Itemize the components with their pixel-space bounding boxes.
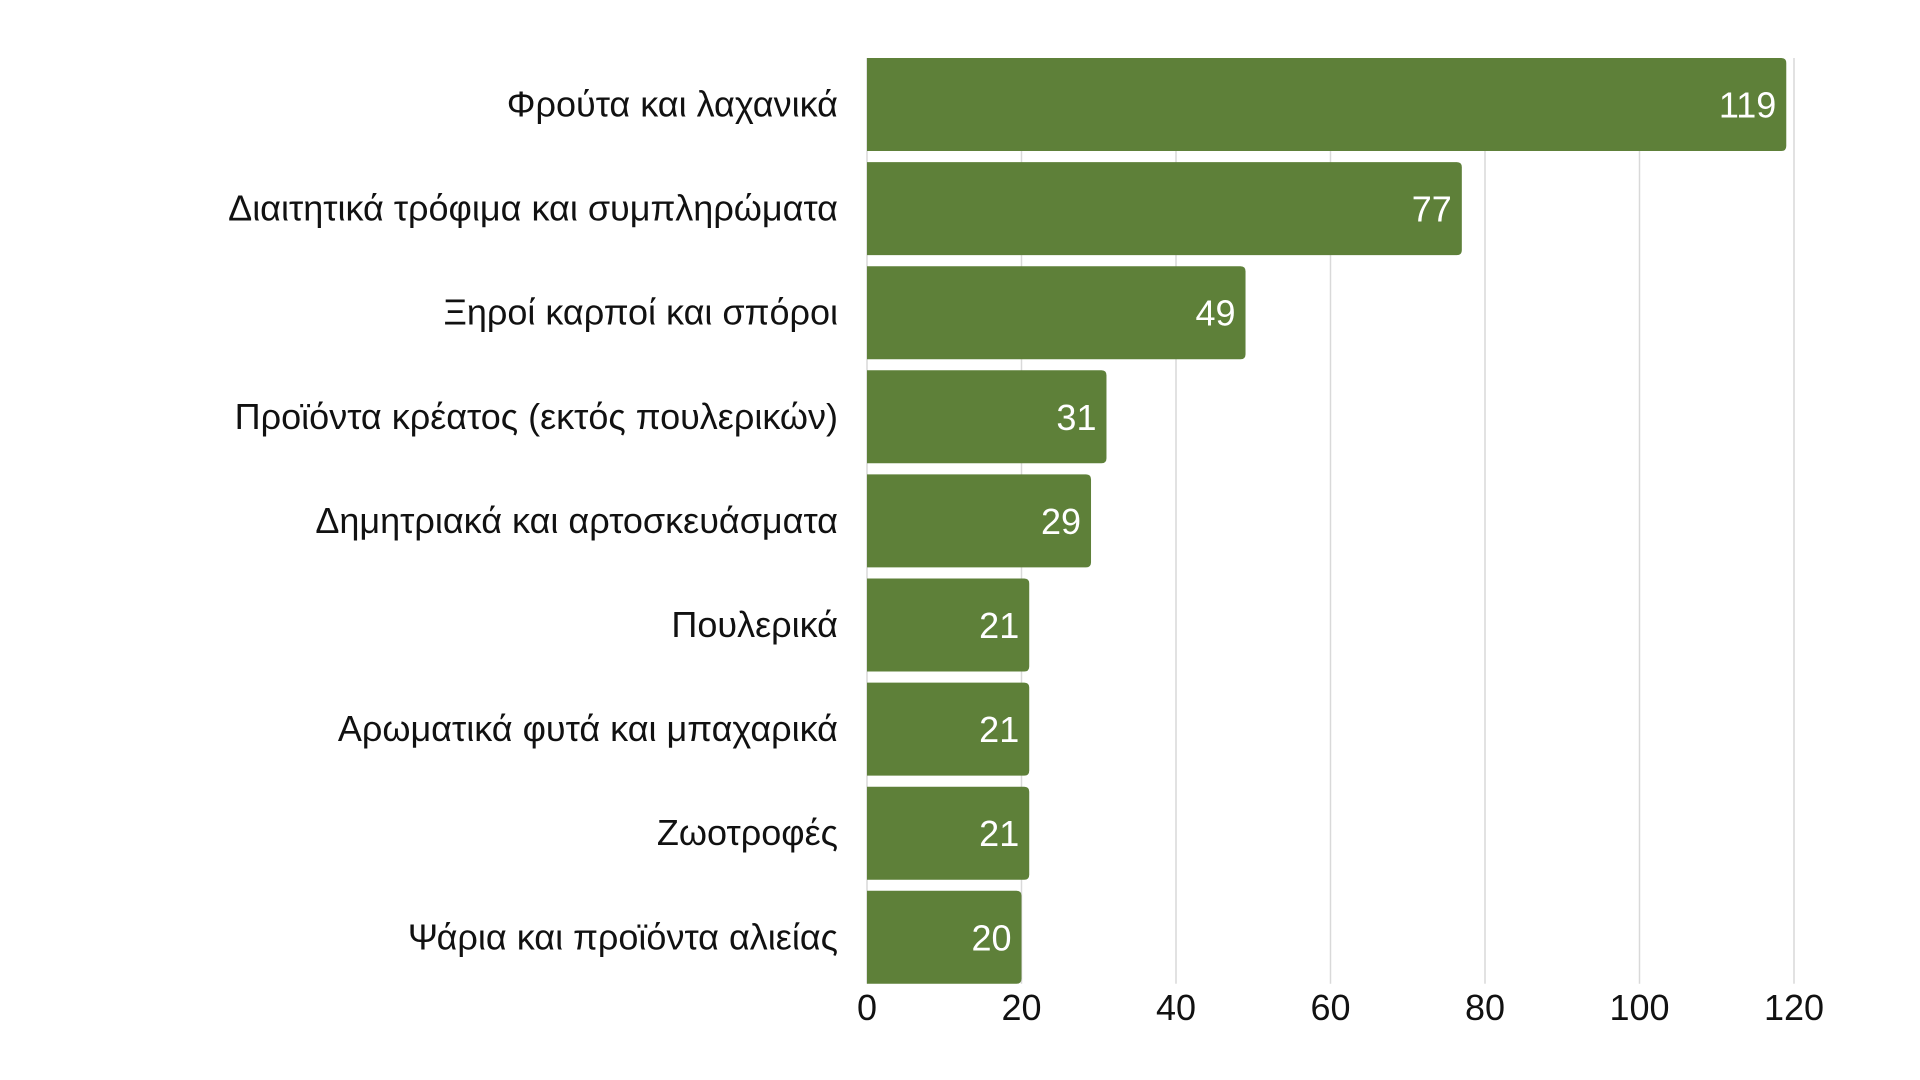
bars [867, 58, 1787, 984]
x-tick-label: 0 [857, 987, 877, 1028]
category-label: Ζωοτροφές [657, 812, 838, 853]
bar-value-label: 21 [979, 813, 1019, 854]
bar-value-label: 119 [1719, 85, 1776, 126]
category-label: Διαιτητικά τρόφιμα και συμπληρώματα [228, 188, 838, 229]
bar [867, 890, 1022, 984]
category-label: Πουλερικά [671, 604, 838, 645]
x-tick-label: 40 [1156, 987, 1196, 1028]
bar-value-label: 21 [979, 605, 1019, 646]
bar [867, 474, 1092, 568]
x-tick-label: 100 [1609, 987, 1669, 1028]
bar-value-label: 29 [1041, 501, 1081, 542]
x-tick-label: 80 [1465, 987, 1505, 1028]
bar-value-label: 49 [1195, 293, 1235, 334]
bar [867, 162, 1462, 256]
bar [867, 370, 1107, 464]
bar [867, 682, 1030, 776]
x-tick-label: 60 [1310, 987, 1350, 1028]
value-labels: 119 77 49 31 29 21 21 21 20 [971, 85, 1776, 959]
bar [867, 58, 1787, 151]
bar [867, 578, 1030, 672]
category-label: Ψάρια και προϊόντα αλιείας [408, 916, 838, 957]
category-label: Αρωματικά φυτά και μπαχαρικά [338, 708, 838, 749]
category-labels: Φρούτα και λαχανικά Διαιτητικά τρόφιμα κα… [228, 84, 838, 958]
x-axis-tick-labels: 0 20 40 60 80 100 120 [857, 987, 1824, 1028]
category-label: Φρούτα και λαχανικά [507, 84, 838, 125]
x-tick-label: 120 [1764, 987, 1824, 1028]
x-tick-label: 20 [1001, 987, 1041, 1028]
bar-value-label: 77 [1412, 189, 1452, 230]
bar-value-label: 20 [971, 917, 1011, 958]
category-label: Προϊόντα κρέατος (εκτός πουλερικών) [235, 396, 838, 437]
category-label: Δημητριακά και αρτοσκευάσματα [315, 500, 838, 541]
category-label: Ξηροί καρποί και σπόροι [443, 292, 838, 333]
bar-value-label: 31 [1056, 397, 1096, 438]
bar-value-label: 21 [979, 709, 1019, 750]
bar [867, 786, 1030, 880]
bar [867, 266, 1246, 360]
